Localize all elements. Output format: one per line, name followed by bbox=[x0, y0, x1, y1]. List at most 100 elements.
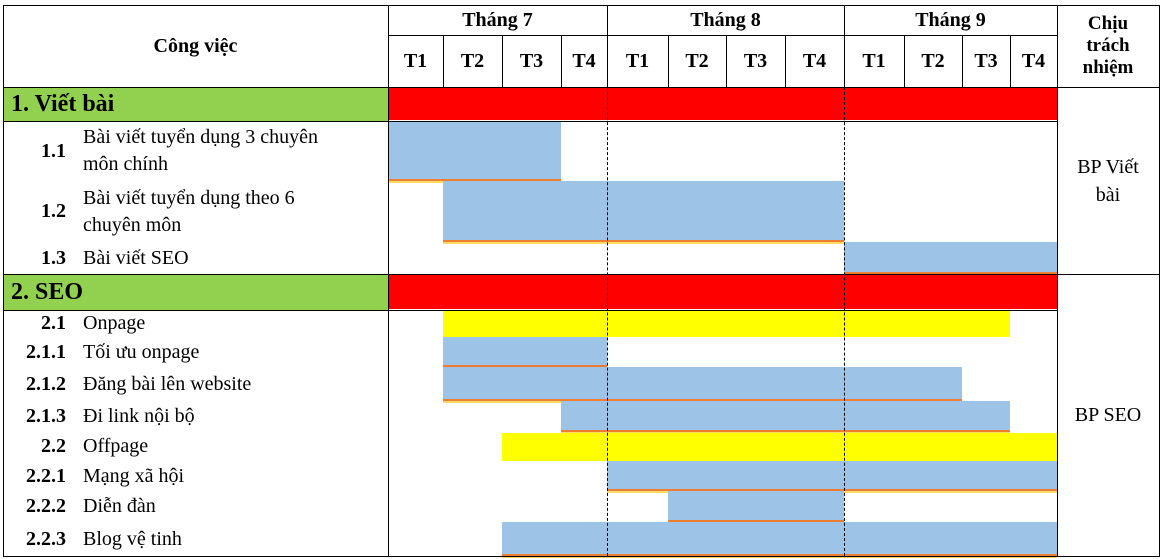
week-header: T2 bbox=[921, 49, 945, 72]
task-bar bbox=[388, 121, 561, 181]
text-line: Tối ưu onpage bbox=[83, 340, 200, 363]
task-number: 1.2 bbox=[41, 200, 66, 222]
week-header-divider bbox=[904, 35, 905, 87]
text-line: bài bbox=[1095, 183, 1121, 206]
section-title: 1. Viết bài bbox=[3, 87, 388, 121]
week-header-divider bbox=[561, 35, 562, 87]
task-bar bbox=[443, 367, 962, 401]
task-bar bbox=[607, 461, 1057, 491]
week-header: T2 bbox=[685, 49, 709, 72]
text-block: BP Viết bài bbox=[1077, 153, 1139, 209]
week-header: T3 bbox=[519, 49, 544, 72]
text-line: Mạng xã hội bbox=[83, 464, 185, 487]
task-number: 2.1.3 bbox=[26, 405, 66, 427]
task-bar bbox=[561, 401, 1010, 432]
task-bar bbox=[443, 181, 844, 242]
week-header-divider bbox=[668, 35, 669, 87]
text-block: Mạng xã hội bbox=[83, 463, 184, 490]
responsible-column-divider bbox=[1057, 5, 1058, 556]
text-block: Diễn đàn bbox=[83, 493, 156, 520]
task-label: Mạng xã hội bbox=[83, 461, 388, 491]
text-block: Bài viết tuyển dụng 3 chuyên môn chính bbox=[83, 124, 318, 178]
task-label: Tối ưu onpage bbox=[83, 337, 388, 367]
month-header: Tháng 9 bbox=[915, 8, 986, 31]
task-bar bbox=[668, 491, 844, 522]
owner-divider bbox=[1057, 274, 1159, 275]
week-header-divider bbox=[962, 35, 963, 87]
task-label: Onpage bbox=[83, 310, 388, 337]
month-divider-dashed bbox=[607, 87, 608, 556]
week-header: T3 bbox=[974, 49, 998, 72]
week-header: T3 bbox=[743, 49, 768, 72]
month-header-divider bbox=[844, 5, 845, 35]
text-line: môn chính bbox=[83, 153, 168, 175]
task-label: Bài viết tuyển dụng 3 chuyên môn chính bbox=[83, 121, 388, 181]
text-line: Blog vệ tinh bbox=[83, 527, 182, 550]
text-line: BP Viết bbox=[1077, 155, 1139, 178]
text-line: Diễn đàn bbox=[83, 495, 156, 517]
text-block: Blog vệ tinh bbox=[83, 526, 182, 553]
text-block: Onpage bbox=[83, 310, 145, 337]
header-mid-line bbox=[388, 35, 1057, 36]
week-header: T2 bbox=[460, 49, 485, 72]
text-line: trách bbox=[1086, 35, 1130, 56]
task-number: 2.1 bbox=[41, 312, 66, 334]
week-header: T1 bbox=[625, 49, 650, 72]
text-line: nhiệm bbox=[1082, 57, 1134, 78]
text-block: Tối ưu onpage bbox=[83, 339, 199, 366]
task-column-header: Công việc bbox=[153, 34, 238, 57]
week-header-divider bbox=[607, 35, 608, 87]
task-bar bbox=[502, 522, 1057, 556]
task-number: 1.1 bbox=[41, 139, 66, 162]
week-header-divider bbox=[1010, 35, 1011, 87]
section-title: 2. SEO bbox=[3, 274, 388, 310]
frame-bottom bbox=[3, 556, 1160, 557]
text-block: Đăng bài lên website bbox=[83, 371, 251, 398]
week-header: T4 bbox=[1021, 49, 1046, 72]
task-number: 2.2.2 bbox=[26, 495, 66, 517]
text-line: Đăng bài lên website bbox=[83, 372, 252, 395]
text-line: BP SEO bbox=[1074, 404, 1142, 426]
text-block: Bài viết SEO bbox=[83, 245, 189, 272]
month-header: Tháng 8 bbox=[690, 8, 761, 31]
frame-right bbox=[1159, 5, 1160, 556]
group-bar bbox=[443, 311, 1010, 337]
task-label: Đi link nội bộ bbox=[83, 401, 388, 432]
task-label: Đăng bài lên website bbox=[83, 367, 388, 401]
responsible-owner: BP SEO bbox=[1057, 274, 1159, 556]
task-label: Bài viết tuyển dụng theo 6 chuyên môn bbox=[83, 181, 388, 242]
week-header-divider bbox=[844, 35, 845, 87]
week-header: T1 bbox=[862, 49, 886, 72]
task-column-divider bbox=[388, 5, 389, 556]
section-summary-bar bbox=[388, 275, 1057, 309]
group-bar bbox=[502, 433, 1057, 461]
text-line: Bài viết tuyển dụng 3 chuyên bbox=[83, 126, 318, 148]
week-header: T1 bbox=[403, 49, 428, 72]
section-summary-bar bbox=[388, 88, 1057, 120]
task-number: 2.1.2 bbox=[26, 372, 66, 395]
task-number: 2.2 bbox=[41, 435, 66, 457]
text-line: Bài viết tuyển dụng theo 6 bbox=[83, 186, 295, 209]
section-divider bbox=[3, 274, 1057, 275]
month-header: Tháng 7 bbox=[462, 8, 533, 31]
section-divider bbox=[3, 121, 1057, 122]
task-label: Blog vệ tinh bbox=[83, 522, 388, 556]
section-divider bbox=[3, 310, 1057, 311]
task-label: Offpage bbox=[83, 432, 388, 461]
text-line: Onpage bbox=[83, 312, 146, 334]
header-bottom-line bbox=[3, 87, 1159, 88]
week-header-divider bbox=[726, 35, 727, 87]
text-block: BP SEO bbox=[1075, 401, 1142, 429]
task-bar bbox=[844, 242, 1057, 274]
task-number: 2.1.1 bbox=[26, 340, 66, 363]
month-divider-dashed bbox=[844, 87, 845, 556]
text-block: Chịu trách nhiệm bbox=[1083, 13, 1134, 79]
frame-left bbox=[3, 5, 4, 556]
responsible-column-header: Chịu trách nhiệm bbox=[1057, 5, 1159, 87]
text-line: chuyên môn bbox=[83, 213, 182, 236]
task-number: 1.3 bbox=[41, 246, 66, 269]
text-line: Offpage bbox=[83, 435, 149, 457]
text-line: Chịu bbox=[1087, 13, 1129, 34]
week-header: T4 bbox=[572, 49, 596, 72]
